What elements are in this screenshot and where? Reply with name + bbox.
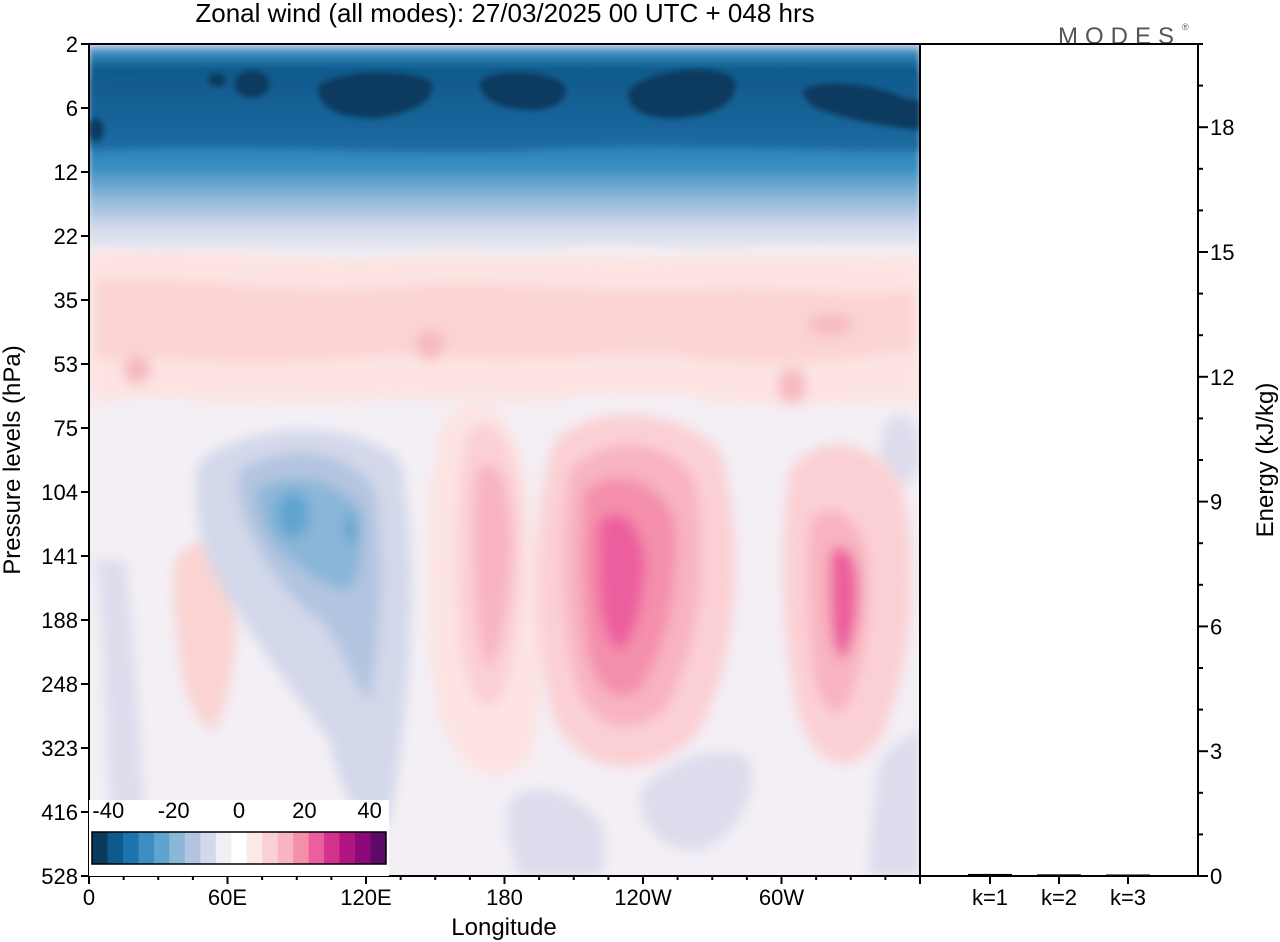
- easterly-jet: [89, 44, 920, 257]
- colorbar-tick-label: 20: [292, 798, 316, 823]
- energy-tick-label: 15: [1210, 240, 1234, 265]
- energy-category-label: k=3: [1110, 885, 1146, 910]
- x-tick-label: 60E: [208, 885, 247, 910]
- colorbar-swatch: [138, 832, 155, 864]
- colorbar-swatch: [277, 832, 294, 864]
- energy-tick-label: 6: [1210, 614, 1222, 639]
- energy-bar: [1106, 874, 1150, 876]
- x-tick-label: 60W: [759, 885, 804, 910]
- westerly-core-120w: [536, 414, 736, 767]
- colorbar-swatch: [92, 832, 108, 864]
- x-tick-label: 120W: [614, 885, 672, 910]
- energy-tick-label: 18: [1210, 115, 1234, 140]
- energy-bar: [1037, 874, 1081, 876]
- energy-tick-label: 12: [1210, 365, 1234, 390]
- y-tick-label: 188: [41, 608, 78, 633]
- energy-category-label: k=1: [972, 885, 1008, 910]
- y-tick-label: 2: [66, 32, 78, 57]
- logo-registered-mark: ®: [1182, 22, 1189, 32]
- colorbar-swatch: [308, 832, 325, 864]
- energy-bar: [968, 873, 1012, 876]
- y-axis-title: Pressure levels (hPa): [0, 345, 26, 574]
- zonal-wind-field: [89, 44, 920, 876]
- y-tick-label: 53: [54, 352, 78, 377]
- colorbar-swatch: [293, 832, 310, 864]
- y-tick-label: 35: [54, 288, 78, 313]
- westerly-core-45w: [783, 444, 912, 764]
- colorbar-swatch: [215, 832, 232, 864]
- colorbar-tick-label: -20: [158, 798, 190, 823]
- colorbar-swatch: [122, 832, 139, 864]
- colorbar-frame: [91, 831, 387, 865]
- colorbar-tick-label: 0: [233, 798, 245, 823]
- y-tick-label: 6: [66, 96, 78, 121]
- colorbar-labels: -40 -20 0 20 40: [92, 798, 381, 823]
- colorbar-swatch: [370, 832, 387, 864]
- y-tick-label: 323: [41, 736, 78, 761]
- y-tick-label: 104: [41, 480, 78, 505]
- colorbar-swatch: [231, 832, 248, 864]
- energy-tick-label: 0: [1210, 864, 1222, 889]
- colorbar-swatches: [91, 831, 387, 865]
- energy-panel-frame: [919, 43, 1199, 877]
- colorbar-swatch: [184, 832, 201, 864]
- x-axis-title: Longitude: [451, 914, 556, 941]
- colorbar-swatch: [107, 832, 124, 864]
- westerly-core-60e: [173, 542, 237, 730]
- energy-axis-title: Energy (kJ/kg): [1252, 383, 1279, 538]
- y-tick-label: 248: [41, 672, 78, 697]
- colorbar-swatch: [169, 832, 186, 864]
- colorbar-swatch: [200, 832, 217, 864]
- colorbar-swatch: [262, 832, 279, 864]
- easterly-core-90e: [196, 430, 411, 826]
- y-tick-label: 22: [54, 224, 78, 249]
- colorbar: -40 -20 0 20 40: [89, 798, 389, 876]
- y-tick-label: 141: [41, 544, 78, 569]
- y-tick-label: 12: [54, 160, 78, 185]
- y-tick-label: 75: [54, 416, 78, 441]
- x-tick-label: 120E: [340, 885, 391, 910]
- chart-title: Zonal wind (all modes): 27/03/2025 00 UT…: [195, 0, 814, 28]
- energy-category-label: k=2: [1041, 885, 1077, 910]
- energy-tick-label: 3: [1210, 739, 1222, 764]
- y-tick-label: 528: [41, 864, 78, 889]
- westerly-band: [89, 247, 920, 406]
- colorbar-tick-label: -40: [92, 798, 124, 823]
- y-tick-label: 416: [41, 800, 78, 825]
- x-tick-label: 0: [83, 885, 95, 910]
- energy-axis: 0 3 6 9 12 15 18: [1198, 43, 1234, 889]
- colorbar-tick-label: 40: [357, 798, 381, 823]
- lower-easterly-patches: [95, 415, 920, 876]
- x-tick-label: 180: [486, 885, 523, 910]
- colorbar-swatch: [153, 832, 170, 864]
- longitude-axis: 0 60E 120E 180 120W 60W: [83, 876, 921, 910]
- pressure-axis: 2 6 12 22 35 53 75 104 141 188 248 323 416 528: [41, 32, 89, 889]
- colorbar-swatch: [355, 832, 372, 864]
- colorbar-swatch: [246, 832, 263, 864]
- energy-tick-label: 9: [1210, 490, 1222, 515]
- colorbar-swatch: [324, 832, 341, 864]
- energy-bars: k=1 k=2 k=3: [968, 873, 1150, 910]
- colorbar-swatch: [339, 832, 356, 864]
- westerly-core-180: [428, 402, 546, 776]
